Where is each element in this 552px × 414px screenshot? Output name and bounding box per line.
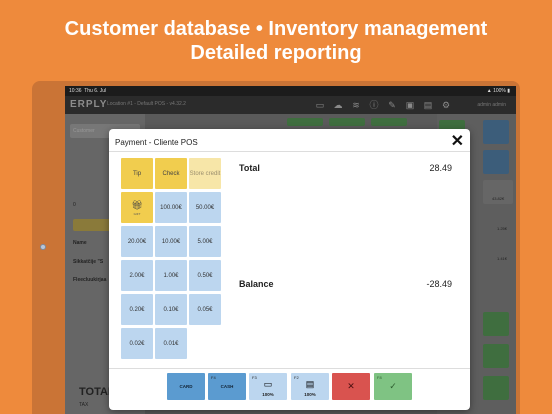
tip-button[interactable]: Tip <box>121 158 153 189</box>
wifi-icon[interactable]: ≋ <box>352 100 360 110</box>
card-full-label: 100% <box>262 392 274 397</box>
cash-full-key: F2 <box>294 375 299 380</box>
bg-tile <box>371 118 407 126</box>
payment-grid: Tip Check Store credit 🎁︎ GIFT 100.00€ 5… <box>121 158 221 359</box>
location-label[interactable]: Location #1 - Default POS - v4.32.2 <box>107 101 186 107</box>
bg-tile <box>329 118 365 126</box>
amount-button[interactable]: 0.10€ <box>155 294 187 325</box>
amount-button[interactable]: 20.00€ <box>121 226 153 257</box>
card-button[interactable]: CARD <box>167 373 205 400</box>
cash-button[interactable]: F4 CASH <box>208 373 246 400</box>
total-value: 28.49 <box>429 163 452 173</box>
cash-full-button[interactable]: F2 ▤ 100% <box>291 373 329 400</box>
cash-notes-icon: ▤ <box>305 379 315 389</box>
bg-tile <box>483 376 509 400</box>
front-camera <box>40 244 46 250</box>
chat-icon[interactable]: ▭ <box>315 100 325 110</box>
bg-price-3: 1.41€ <box>497 256 508 261</box>
amount-button[interactable]: 5.00€ <box>189 226 221 257</box>
cash-key: F4 <box>211 375 216 380</box>
bg-price-1: 43.82€ <box>492 196 505 201</box>
dialog-title: Payment - Cliente POS <box>115 138 198 147</box>
total-label: Total <box>239 163 260 173</box>
bg-item-2: Fleecluukirjaa <box>73 277 107 283</box>
bg-tile <box>483 344 509 368</box>
cancel-icon: ✕ <box>347 381 355 391</box>
headline-line-2: Detailed reporting <box>190 42 362 64</box>
balance-label: Balance <box>239 279 274 289</box>
dialog-divider <box>109 151 470 152</box>
user-menu[interactable]: admin admin <box>477 102 506 108</box>
receipt-icon[interactable]: ▤ <box>423 100 433 110</box>
amount-button[interactable]: 0.50€ <box>189 260 221 291</box>
status-date: Thu 6. Jul <box>84 88 107 94</box>
bg-tile <box>287 118 323 126</box>
bg-tile <box>483 120 509 144</box>
gift-box-icon[interactable]: ▣ <box>405 100 415 110</box>
status-battery: ▲ 100% ▮ <box>486 88 510 94</box>
app-top-bar: ERPLY Location #1 - Default POS - v4.32.… <box>65 96 516 114</box>
close-icon[interactable]: ✕ <box>450 133 464 150</box>
empty-cell <box>189 328 221 359</box>
cash-full-label: 100% <box>304 392 316 397</box>
card-full-key: F3 <box>252 375 257 380</box>
confirm-icon: ✓ <box>389 381 397 391</box>
info-icon[interactable]: ⓘ <box>369 100 379 110</box>
gift-icon: 🎁︎ <box>131 199 143 210</box>
headline-line-1: Customer database • Inventory management <box>64 18 488 40</box>
confirm-button[interactable]: F8 ✓ <box>374 373 412 400</box>
gift-card-button[interactable]: 🎁︎ GIFT <box>121 192 153 223</box>
amount-button[interactable]: 100.00€ <box>155 192 187 223</box>
bg-tax: TAX <box>79 402 89 408</box>
footer-divider <box>109 368 470 369</box>
card-full-button[interactable]: F3 ▭ 100% <box>249 373 287 400</box>
bg-zero: 0 <box>73 202 76 208</box>
confirm-key: F8 <box>377 375 382 380</box>
status-time: 10:36 <box>69 88 82 94</box>
cancel-button[interactable]: ✕ <box>332 373 370 400</box>
bg-tile <box>483 180 513 204</box>
bg-price-2: 1.25€ <box>497 226 508 231</box>
amount-button[interactable]: 0.02€ <box>121 328 153 359</box>
bg-name-col: Name <box>73 240 87 246</box>
bg-tile <box>483 150 509 174</box>
amount-button[interactable]: 50.00€ <box>189 192 221 223</box>
card-icon: ▭ <box>263 379 273 389</box>
bg-tile <box>483 312 509 336</box>
gift-label: GIFT <box>133 211 141 216</box>
store-credit-button[interactable]: Store credit <box>189 158 221 189</box>
balance-value: -28.49 <box>426 279 452 289</box>
cash-label: CASH <box>220 384 234 389</box>
check-button[interactable]: Check <box>155 158 187 189</box>
bg-item-1: Sikkatčije "S <box>73 259 104 265</box>
bg-yellow-button <box>73 219 113 231</box>
status-bar: 10:36 Thu 6. Jul ▲ 100% ▮ <box>65 86 516 96</box>
amount-button[interactable]: 0.05€ <box>189 294 221 325</box>
erply-logo: ERPLY <box>70 99 108 110</box>
amount-button[interactable]: 10.00€ <box>155 226 187 257</box>
edit-icon[interactable]: ✎ <box>388 100 396 110</box>
amount-button[interactable]: 2.00€ <box>121 260 153 291</box>
bg-total: TOTAL <box>79 386 115 398</box>
amount-button[interactable]: 0.01€ <box>155 328 187 359</box>
card-label: CARD <box>179 384 193 389</box>
payment-dialog: Payment - Cliente POS ✕ Tip Check Store … <box>109 129 470 410</box>
cloud-icon[interactable]: ☁ <box>333 100 343 110</box>
settings-icon[interactable]: ⚙ <box>441 100 451 110</box>
amount-button[interactable]: 0.20€ <box>121 294 153 325</box>
top-icons: ▭ ☁ ≋ ⓘ ✎ ▣ ▤ ⚙ <box>315 100 451 110</box>
amount-button[interactable]: 1.00€ <box>155 260 187 291</box>
